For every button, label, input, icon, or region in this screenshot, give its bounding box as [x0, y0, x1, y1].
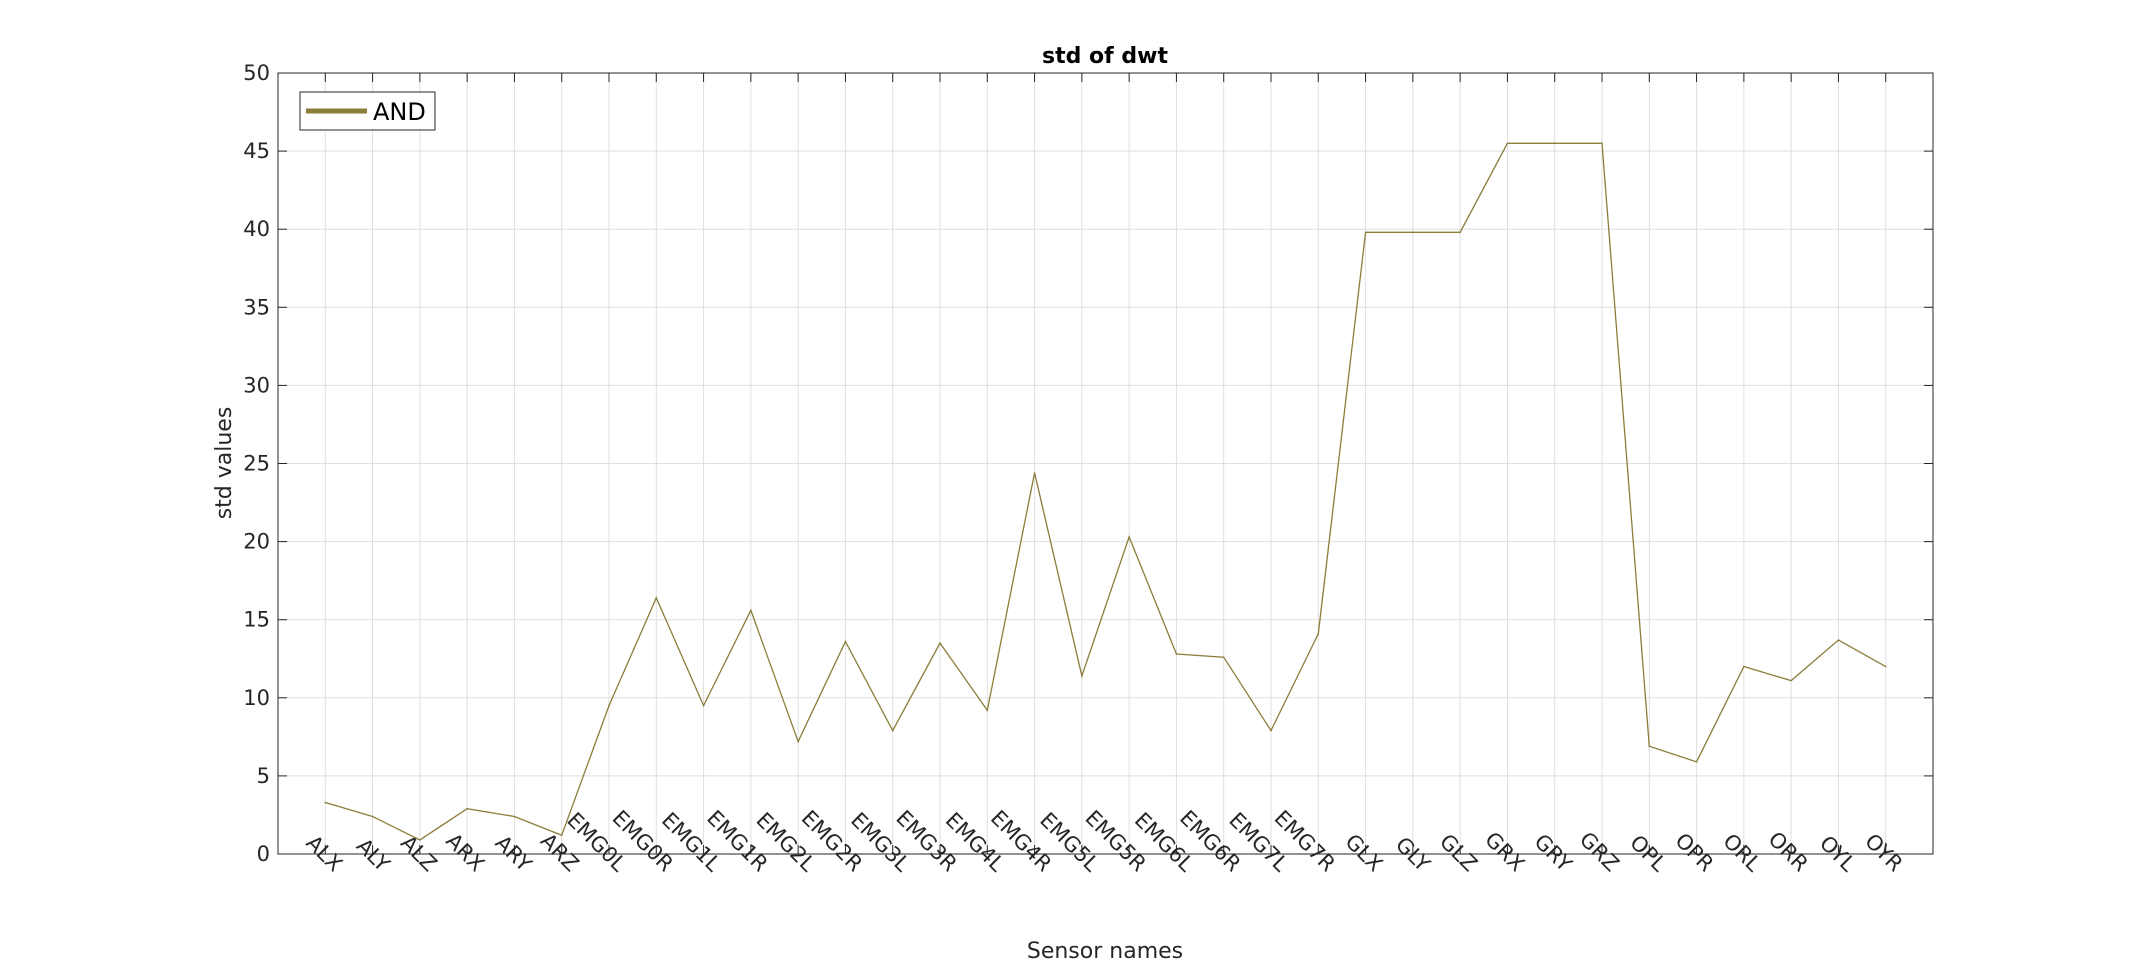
data-point: [371, 815, 374, 818]
data-point: [844, 640, 847, 643]
data-point: [797, 740, 799, 743]
data-point: [419, 839, 421, 841]
y-tick-label: 50: [243, 61, 270, 85]
data-point: [1222, 656, 1225, 658]
data-point: [324, 801, 327, 804]
axes-box: [277, 72, 1934, 855]
y-tick-label: 30: [243, 373, 270, 397]
data-point: [1743, 665, 1745, 668]
data-point: [702, 704, 705, 707]
data-point: [1270, 729, 1272, 732]
data-point: [466, 807, 468, 810]
y-tick-label: 5: [257, 764, 270, 788]
data-point: [1128, 536, 1130, 538]
y-axis-title: std values: [212, 407, 237, 520]
data-point: [986, 709, 989, 712]
series-lines: [324, 142, 1887, 841]
y-tick-label: 10: [243, 686, 270, 710]
data-point: [1364, 231, 1367, 234]
data-point: [891, 729, 894, 732]
data-point: [513, 815, 516, 818]
data-point: [939, 642, 941, 644]
axes: [277, 72, 1934, 855]
data-point: [750, 609, 752, 612]
data-point: [1033, 472, 1036, 474]
y-tick-label: 45: [243, 139, 270, 163]
data-point: [1459, 231, 1461, 234]
data-point: [608, 704, 610, 707]
data-point: [1506, 142, 1509, 145]
chart-title: std of dwt: [1042, 44, 1168, 69]
data-point: [655, 597, 658, 599]
data-point: [1648, 745, 1651, 748]
legend: AND: [299, 91, 436, 131]
data-point: [1553, 142, 1556, 145]
data-point: [1412, 231, 1414, 234]
x-axis-title: Sensor names: [1027, 939, 1183, 962]
data-point: [1790, 679, 1792, 682]
data-point: [560, 834, 563, 837]
data-point: [1695, 761, 1698, 763]
y-tick-label: 0: [257, 842, 270, 866]
data-point: [1317, 632, 1320, 635]
y-tick-label: 25: [243, 452, 270, 476]
data-point: [1081, 675, 1083, 677]
y-tick-label: 20: [243, 530, 270, 554]
y-tick-label: 40: [243, 217, 270, 241]
legend-label: AND: [373, 98, 426, 126]
y-tick-labels: 0 5 10 15 20 25 30 35 40 45 50: [243, 61, 270, 866]
y-tick-label: 15: [243, 608, 270, 632]
y-tick-label: 35: [243, 295, 270, 319]
data-point: [1601, 142, 1603, 145]
data-point: [1837, 639, 1840, 641]
data-point: [1175, 653, 1178, 655]
series-line: [325, 142, 1887, 841]
data-point: [1884, 665, 1887, 668]
